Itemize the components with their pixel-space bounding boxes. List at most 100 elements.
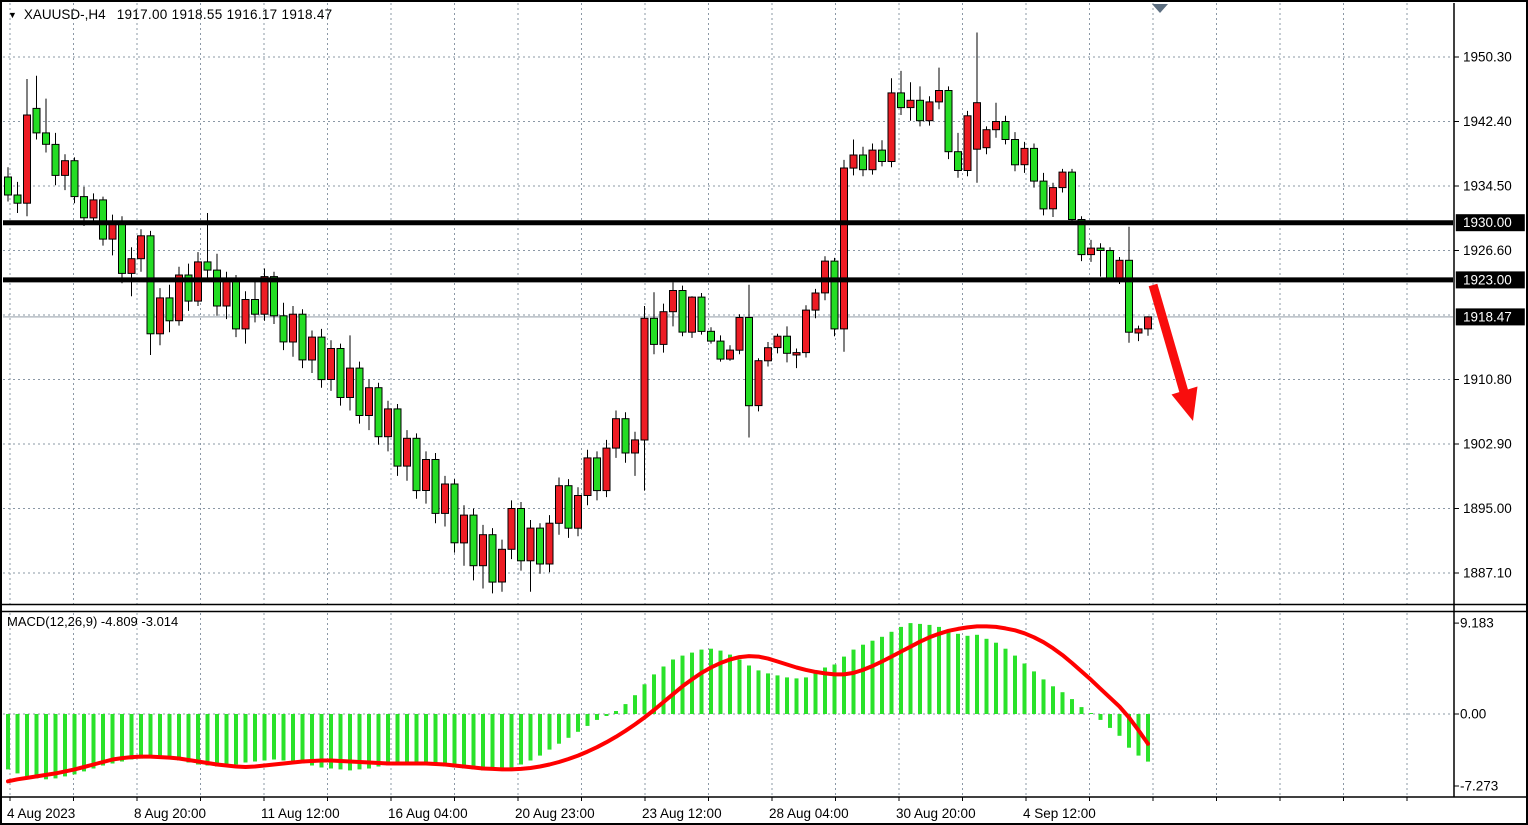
candle [602, 439, 611, 498]
candle-body [327, 348, 335, 380]
macd-bar [699, 649, 704, 714]
price-axis-label: 1950.30 [1463, 50, 1512, 65]
macd-bar [965, 635, 970, 714]
macd-bar [405, 714, 409, 764]
macd-bar [1136, 714, 1141, 756]
price-axis-label: 1934.50 [1463, 179, 1512, 194]
candle-body [355, 367, 364, 417]
candle-body [298, 313, 307, 361]
candle [1058, 168, 1067, 193]
candle [412, 433, 421, 499]
candle-body [460, 514, 468, 544]
macd-bar [300, 714, 305, 764]
macd-bar [728, 654, 732, 714]
candle-body [593, 457, 601, 492]
candle [1030, 143, 1038, 188]
candle-body [441, 483, 449, 514]
candle [564, 479, 573, 538]
candle [327, 340, 335, 391]
candle-body [659, 311, 668, 345]
candle [1020, 141, 1029, 173]
macd-bar [509, 714, 514, 768]
macd-bar [262, 714, 267, 761]
pane-divider[interactable] [2, 605, 1526, 611]
macd-bar [196, 714, 200, 765]
candle [374, 382, 383, 445]
candle [754, 358, 763, 412]
candle-body [545, 522, 554, 565]
candle [1001, 115, 1010, 145]
candle [669, 282, 677, 327]
candle-body [631, 439, 639, 454]
candle-body [403, 437, 411, 467]
macd-bar [899, 626, 903, 714]
time-axis-label: 4 Aug 2023 [7, 806, 75, 821]
candle-body [688, 296, 696, 333]
macd-bar [813, 673, 818, 714]
macd-bar [766, 673, 770, 714]
macd-bar [310, 714, 314, 766]
candle [184, 263, 193, 311]
macd-bar [832, 664, 837, 714]
candle-body [612, 418, 620, 449]
candle [346, 335, 354, 411]
macd-bar [72, 714, 77, 775]
candle [574, 487, 582, 537]
down-arrow-annotation[interactable] [1148, 283, 1198, 421]
candle-body [241, 299, 250, 330]
candle [897, 70, 905, 115]
candle [403, 430, 411, 481]
candle-body [906, 99, 915, 109]
candle-body [13, 194, 22, 204]
candle [612, 410, 620, 458]
macd-bar [367, 714, 371, 769]
macd-bar [1070, 699, 1074, 714]
candle [954, 132, 962, 178]
macd-bar [861, 644, 865, 714]
candle-body [1030, 147, 1038, 182]
macd-bar [215, 714, 219, 767]
candle-body [982, 129, 991, 149]
macd-indicator-label: MACD(12,26,9) -4.809 -3.014 [7, 614, 179, 629]
candle [51, 132, 60, 186]
macd-bar [994, 642, 998, 714]
candle [906, 82, 915, 121]
candle-body [422, 459, 430, 491]
candle-body [1011, 139, 1019, 166]
candle [241, 291, 250, 344]
candle [298, 309, 307, 369]
chart-symbol-period: XAUUSD-,H4 [23, 7, 106, 22]
chart-shift-marker-icon[interactable] [1152, 4, 1168, 13]
candle-body [887, 92, 896, 162]
symbol-dropdown-icon[interactable]: ▼ [8, 10, 17, 20]
candle [631, 431, 639, 476]
candle [792, 348, 801, 369]
candle [688, 296, 696, 338]
candle-body [1106, 250, 1114, 279]
candle-body [450, 483, 459, 544]
macd-axis-label: -7.273 [1460, 779, 1498, 794]
macd-bar [348, 714, 352, 771]
candle [1134, 325, 1143, 342]
candle [384, 400, 392, 452]
candle-body [564, 485, 573, 529]
candle-body [251, 299, 259, 315]
candle-body [260, 276, 269, 315]
candle [859, 146, 867, 177]
macd-bar [357, 714, 362, 770]
macd-signal-line [6, 624, 1150, 784]
macd-bar [804, 677, 808, 714]
candle [23, 79, 31, 217]
candle [4, 167, 12, 202]
macd-bar [870, 640, 875, 714]
candle-body [963, 115, 972, 172]
candle-body [51, 143, 60, 176]
candle [308, 330, 316, 373]
candle [1106, 247, 1114, 281]
candle [317, 328, 326, 388]
candle-body [726, 349, 734, 360]
candle [137, 229, 145, 272]
candle-body [232, 279, 240, 330]
candle [621, 412, 630, 463]
